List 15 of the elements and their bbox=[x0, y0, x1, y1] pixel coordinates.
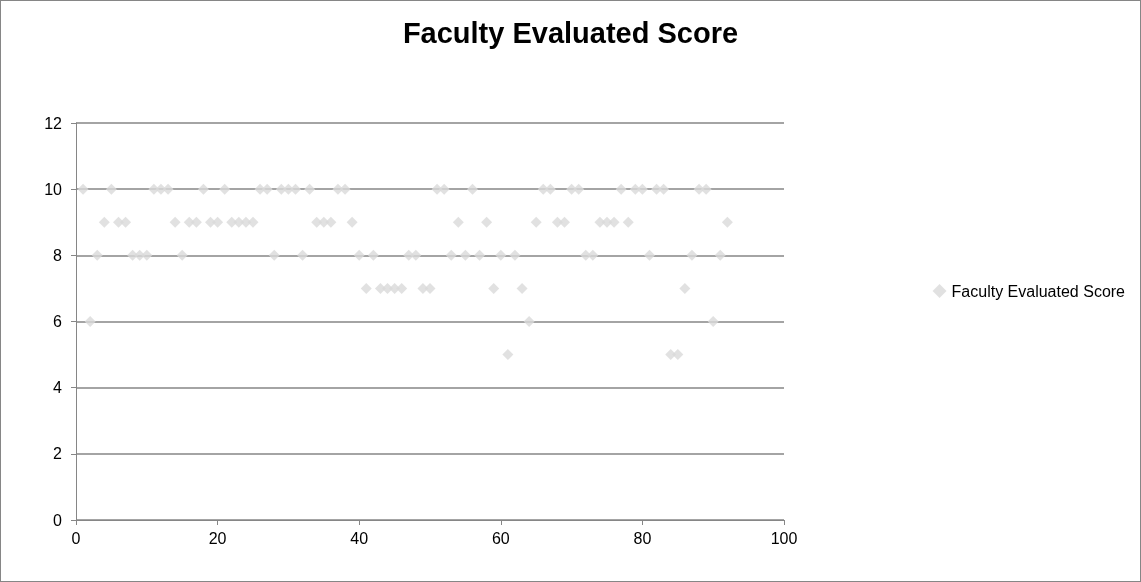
y-tick-label: 6 bbox=[53, 313, 63, 330]
legend-label: Faculty Evaluated Score bbox=[951, 282, 1126, 300]
x-tick-label: 80 bbox=[633, 529, 652, 547]
x-tick-label: 40 bbox=[350, 529, 369, 547]
y-tick-label: 12 bbox=[44, 114, 63, 132]
x-tick-label: 60 bbox=[491, 529, 510, 547]
y-tick-label: 8 bbox=[53, 246, 63, 264]
x-tick-label: 20 bbox=[208, 529, 227, 547]
y-tick-label: 2 bbox=[53, 445, 63, 463]
y-tick-label: 10 bbox=[44, 180, 63, 198]
y-tick-label: 4 bbox=[53, 379, 63, 397]
x-tick-label: 100 bbox=[770, 529, 798, 547]
y-tick-label: 0 bbox=[53, 511, 63, 529]
chart-title: Faculty Evaluated Score bbox=[402, 16, 739, 49]
x-tick-label: 0 bbox=[71, 529, 81, 547]
